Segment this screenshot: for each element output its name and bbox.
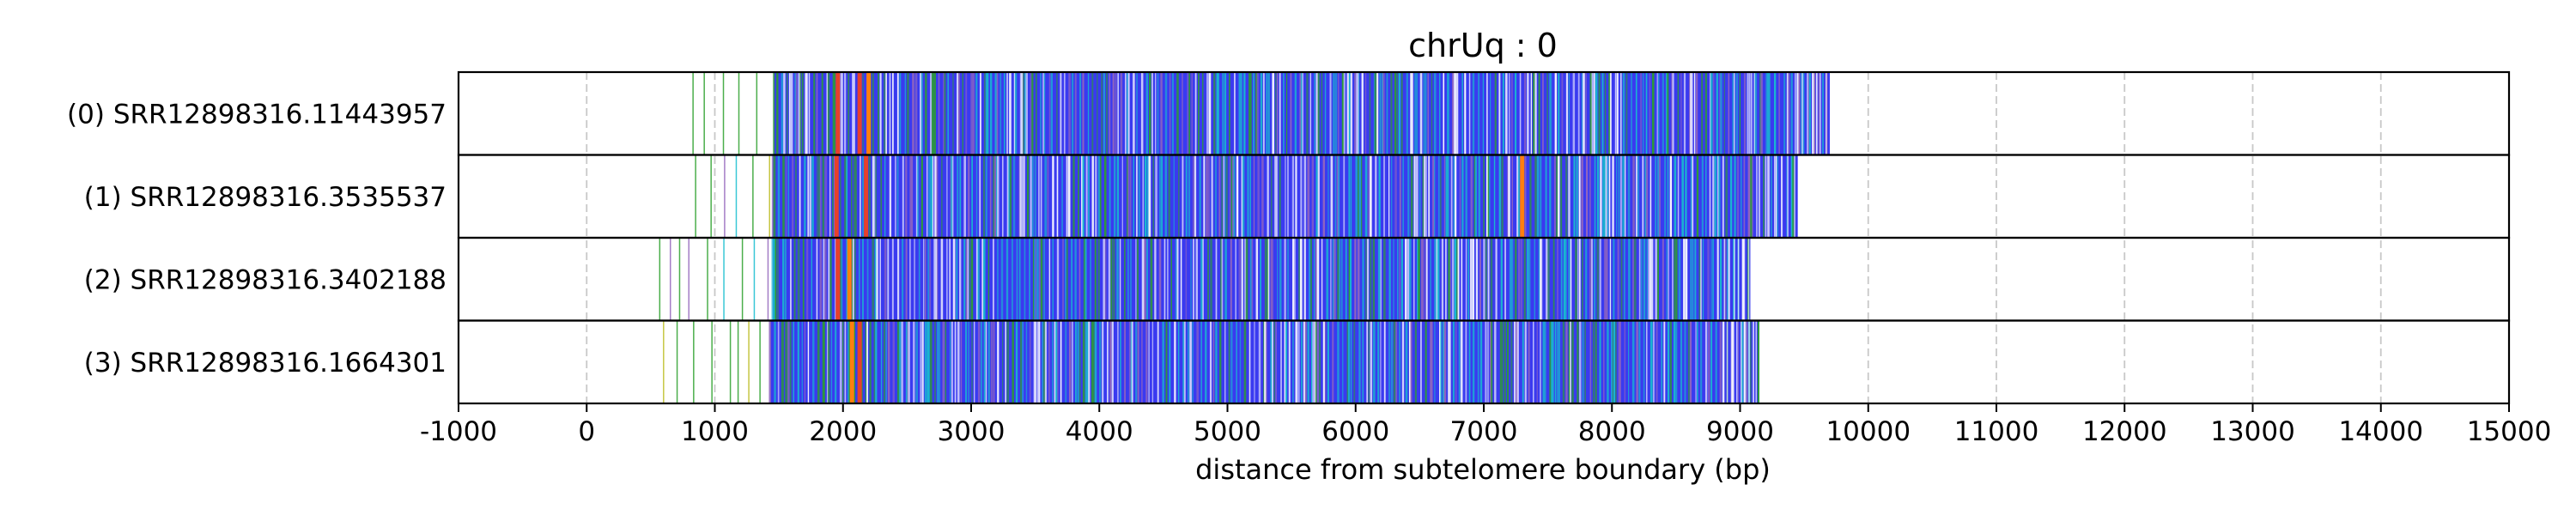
y-tick-labels: (0) SRR12898316.11443957 (1) SRR12898316.… [67, 99, 447, 379]
chart-title: chrUq : 0 [1408, 27, 1558, 64]
y-tick-label: (2) SRR12898316.3402188 [84, 264, 447, 295]
x-axis: -1000 0 1000 2000 3000 4000 5000 6000 7000 8000 90… [420, 403, 2551, 447]
x-tick-label: 8000 [1578, 416, 1646, 447]
y-tick-label: (0) SRR12898316.11443957 [67, 99, 447, 130]
x-tick-label: 13000 [2210, 416, 2295, 447]
x-tick-label: 10000 [1826, 416, 1911, 447]
y-tick-label: (3) SRR12898316.1664301 [84, 348, 447, 379]
x-tick-label: 2000 [809, 416, 877, 447]
x-tick-label: 14000 [2338, 416, 2423, 447]
x-tick-label: 6000 [1321, 416, 1389, 447]
read-tracks [659, 72, 1830, 403]
x-tick-label: 11000 [1954, 416, 2039, 447]
x-tick-label: -1000 [420, 416, 497, 447]
x-tick-label: 1000 [681, 416, 749, 447]
x-tick-label: 3000 [938, 416, 1005, 447]
y-tick-label: (1) SRR12898316.3535537 [84, 182, 447, 213]
x-tick-label: 9000 [1706, 416, 1774, 447]
x-tick-label: 12000 [2082, 416, 2167, 447]
read-track [663, 320, 1759, 403]
x-tick-label: 0 [578, 416, 595, 447]
read-track [692, 72, 1830, 155]
read-track [695, 154, 1798, 238]
x-tick-label: 4000 [1066, 416, 1133, 447]
x-tick-label: 15000 [2467, 416, 2552, 447]
x-axis-label: distance from subtelomere boundary (bp) [1195, 453, 1771, 486]
read-track [659, 238, 1751, 321]
x-tick-label: 5000 [1194, 416, 1261, 447]
x-tick-label: 7000 [1450, 416, 1518, 447]
